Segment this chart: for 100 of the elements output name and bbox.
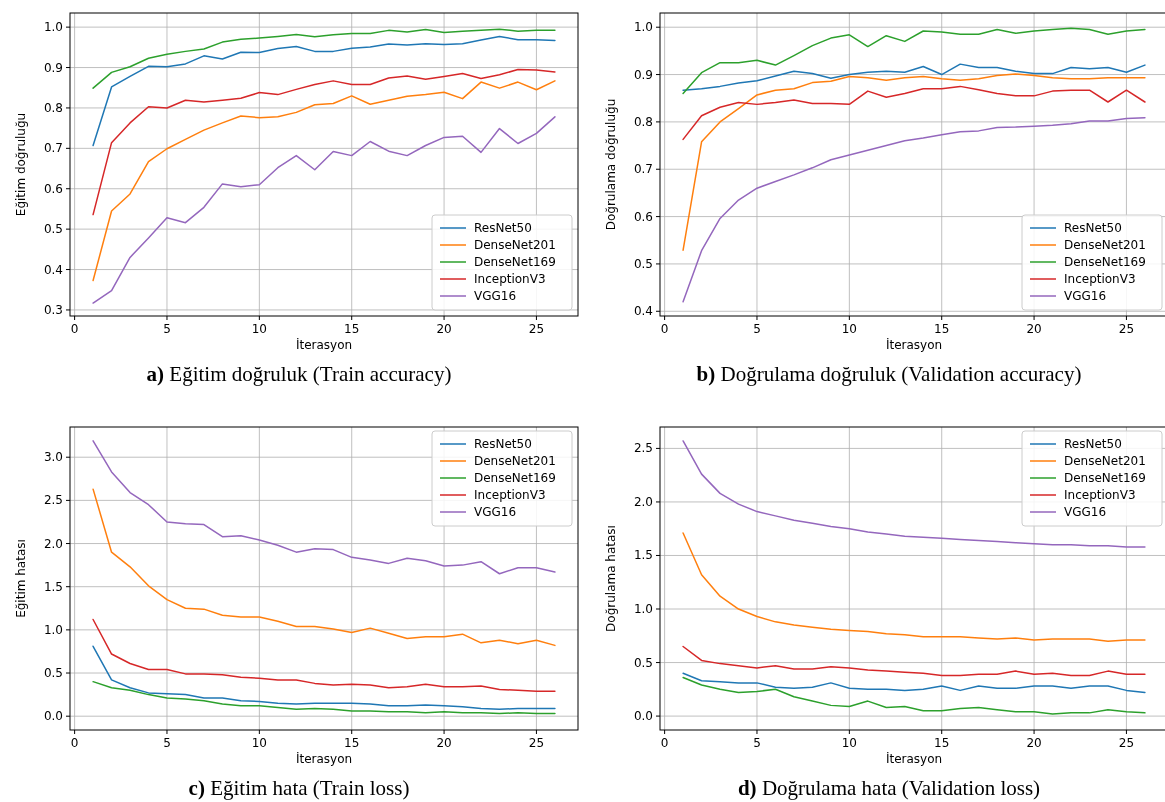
y-axis-title: Eğitim doğruluğu	[14, 112, 28, 217]
text: a) Eğitim doğruluk (Train accuracy)	[146, 362, 452, 386]
y-tick-label: 0.0	[43, 709, 63, 724]
legend-label: ResNet50	[474, 437, 532, 451]
legend-label: ResNet50	[1064, 221, 1122, 235]
line-series	[682, 645, 1146, 677]
text: d) Doğrulama hata (Validation loss)	[737, 776, 1041, 800]
legend-label: DenseNet169	[1064, 471, 1146, 485]
y-tick-label: 1.5	[633, 548, 653, 563]
legend-label: VGG16	[1064, 289, 1107, 303]
line-series	[92, 116, 556, 304]
x-tick-label: 0	[660, 736, 669, 750]
legend-label: DenseNet169	[474, 255, 556, 269]
x-tick-label: 15	[344, 736, 360, 750]
legend-label: InceptionV3	[1064, 272, 1136, 286]
x-tick-label: 25	[528, 322, 545, 336]
x-axis-title: İterasyon	[885, 337, 943, 352]
y-tick-label: 0.4	[43, 262, 63, 277]
legend-label: ResNet50	[1064, 437, 1122, 451]
line-series	[92, 645, 556, 711]
x-tick-label: 20	[436, 736, 452, 750]
y-axis-title: Doğrulama hatası	[604, 525, 618, 632]
line-series	[682, 532, 1146, 642]
x-tick-label: 20	[1026, 736, 1042, 750]
x-axis-title: İterasyon	[885, 751, 943, 766]
x-tick-label: 10	[841, 322, 857, 336]
line-series	[92, 440, 556, 575]
y-tick-label: 0.5	[633, 655, 653, 670]
legend-label: VGG16	[1064, 505, 1107, 519]
legend-label: DenseNet201	[1064, 238, 1146, 252]
legend-label: DenseNet201	[474, 238, 556, 252]
y-tick-label: 2.0	[43, 536, 63, 551]
line-series	[682, 73, 1146, 251]
line-series	[682, 676, 1146, 715]
legend-label: DenseNet201	[1064, 454, 1146, 468]
y-tick-label: 1.0	[633, 20, 653, 35]
line-series	[682, 116, 1146, 303]
line-series	[92, 618, 556, 692]
y-tick-label: 0.7	[633, 162, 653, 177]
y-tick-label: 0.6	[43, 181, 63, 196]
legend-label: InceptionV3	[474, 488, 546, 502]
x-axis-title: İterasyon	[295, 337, 353, 352]
line-series	[92, 488, 556, 647]
y-tick-label: 0.8	[43, 100, 63, 115]
y-tick-label: 0.4	[633, 304, 653, 319]
legend-label: InceptionV3	[474, 272, 546, 286]
line-series	[682, 27, 1146, 95]
legend-label: VGG16	[474, 289, 517, 303]
x-tick-label: 20	[436, 322, 452, 336]
y-tick-label: 0.5	[43, 666, 63, 681]
legend-label: DenseNet169	[474, 471, 556, 485]
x-tick-label: 5	[753, 736, 761, 750]
line-series	[92, 28, 556, 89]
line-series	[682, 85, 1146, 141]
x-tick-label: 10	[251, 736, 267, 750]
y-tick-label: 2.0	[633, 494, 653, 509]
x-tick-label: 15	[934, 322, 950, 336]
line-series	[682, 440, 1146, 548]
y-tick-label: 1.0	[43, 622, 63, 637]
x-tick-label: 25	[1118, 322, 1135, 336]
x-tick-label: 25	[1118, 736, 1135, 750]
y-tick-label: 0.9	[43, 60, 63, 75]
x-tick-label: 0	[70, 736, 79, 750]
legend-label: VGG16	[474, 505, 517, 519]
line-series	[92, 68, 556, 216]
line-series	[92, 35, 556, 147]
legend-label: DenseNet201	[474, 454, 556, 468]
y-tick-label: 3.0	[43, 450, 63, 465]
line-series	[682, 672, 1146, 694]
x-tick-label: 15	[934, 736, 950, 750]
y-tick-label: 1.0	[633, 602, 653, 617]
x-tick-label: 5	[163, 736, 171, 750]
y-tick-label: 0.7	[43, 141, 63, 156]
legend-label: InceptionV3	[1064, 488, 1136, 502]
x-tick-label: 10	[841, 736, 857, 750]
y-tick-label: 0.5	[43, 222, 63, 237]
x-tick-label: 0	[70, 322, 79, 336]
x-tick-label: 5	[163, 322, 171, 336]
y-tick-label: 0.5	[633, 256, 653, 271]
legend-label: ResNet50	[474, 221, 532, 235]
x-tick-label: 10	[251, 322, 267, 336]
x-tick-label: 5	[753, 322, 761, 336]
y-tick-label: 0.3	[43, 302, 63, 317]
y-tick-label: 0.6	[633, 209, 653, 224]
x-tick-label: 20	[1026, 322, 1042, 336]
y-tick-label: 2.5	[43, 493, 63, 508]
y-axis-title: Doğrulama doğruluğu	[604, 98, 618, 231]
legend-label: DenseNet169	[1064, 255, 1146, 269]
y-tick-label: 1.0	[43, 20, 63, 35]
text: b) Doğrulama doğruluk (Validation accuracy)	[696, 362, 1082, 386]
line-series	[682, 63, 1146, 91]
line-series	[92, 680, 556, 715]
x-tick-label: 25	[528, 736, 545, 750]
x-tick-label: 0	[660, 322, 669, 336]
y-tick-label: 0.0	[633, 709, 653, 724]
x-tick-label: 15	[344, 322, 360, 336]
y-tick-label: 0.8	[633, 114, 653, 129]
x-axis-title: İterasyon	[295, 751, 353, 766]
y-tick-label: 2.5	[633, 441, 653, 456]
y-tick-label: 1.5	[43, 579, 63, 594]
